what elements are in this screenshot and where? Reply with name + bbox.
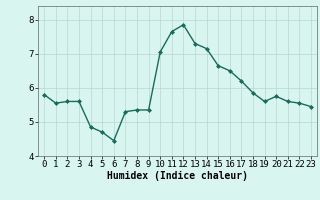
- X-axis label: Humidex (Indice chaleur): Humidex (Indice chaleur): [107, 171, 248, 181]
